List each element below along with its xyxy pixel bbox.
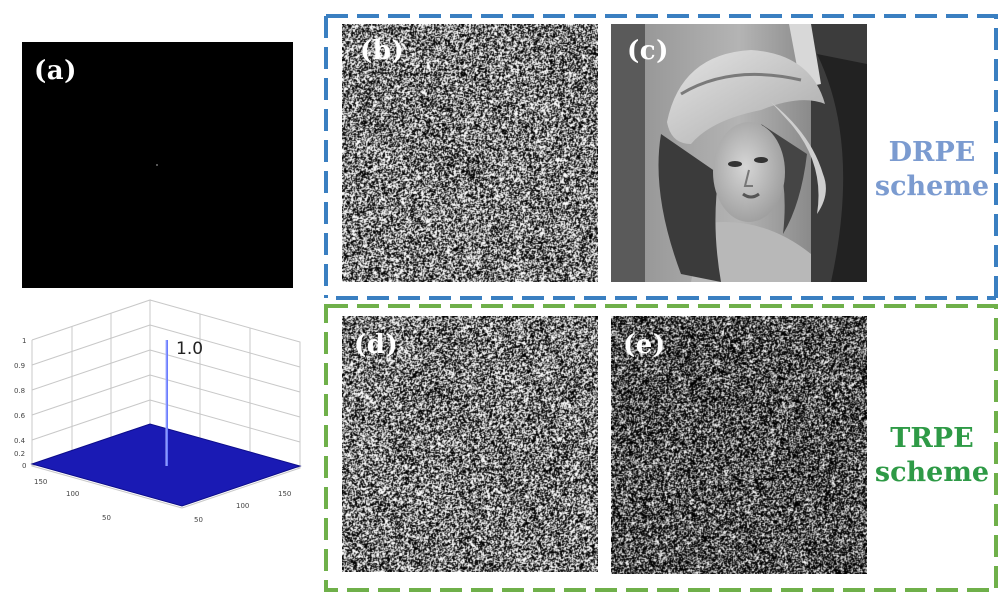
panel-c-label: (c)	[627, 36, 669, 66]
y-tick: 50	[194, 516, 203, 524]
z-tick: 0.9	[14, 362, 25, 370]
noise-canvas	[342, 316, 598, 572]
drpe-scheme-label: DRPE scheme	[872, 136, 992, 204]
z-tick: 0.6	[14, 412, 26, 420]
x-axis-ticks: 150 100 50	[34, 478, 111, 522]
x-tick: 150	[34, 478, 47, 486]
z-tick: 0.4	[14, 437, 26, 445]
panel-d-image: (d)	[342, 316, 598, 572]
x-tick: 100	[66, 490, 79, 498]
panel-e-label: (e)	[623, 330, 666, 360]
panel-a-image: (a)	[22, 42, 293, 288]
drpe-label-line1: DRPE	[888, 137, 976, 168]
y-axis-ticks: 50 100 150	[194, 490, 291, 524]
panel-b-image: (b)	[342, 24, 598, 282]
peak-value-label: 1.0	[176, 339, 203, 359]
panel-e-image: (e)	[611, 316, 867, 574]
y-tick: 150	[278, 490, 291, 498]
panel-d-label: (d)	[354, 330, 399, 360]
trpe-label-line2: scheme	[874, 457, 990, 488]
noise-canvas	[611, 316, 867, 574]
trpe-label-line1: TRPE	[890, 423, 974, 454]
trpe-scheme-label: TRPE scheme	[872, 422, 992, 490]
panel-a-3d-plot: 1 0.9 0.8 0.6 0.4 0.2 0 1.0 150 100 50 5…	[14, 299, 302, 524]
z-tick: 1	[22, 337, 26, 345]
drpe-label-line2: scheme	[874, 171, 990, 202]
panel-c-image: (c)	[611, 24, 867, 282]
z-tick: 0.8	[14, 387, 25, 395]
z-axis-ticks: 1 0.9 0.8 0.6 0.4 0.2 0	[14, 337, 26, 470]
portrait-illustration	[611, 24, 867, 282]
z-tick: 0.2	[14, 450, 25, 458]
z-tick: 0	[22, 462, 26, 470]
y-tick: 100	[236, 502, 249, 510]
plot-grid	[31, 299, 301, 509]
noise-canvas	[342, 24, 598, 282]
drpe-dashed-frame	[324, 14, 998, 298]
panel-b-label: (b)	[360, 36, 405, 66]
center-dot	[156, 164, 158, 166]
panel-a-label: (a)	[34, 56, 77, 86]
trpe-dashed-frame	[324, 304, 998, 592]
x-tick: 50	[102, 514, 111, 522]
